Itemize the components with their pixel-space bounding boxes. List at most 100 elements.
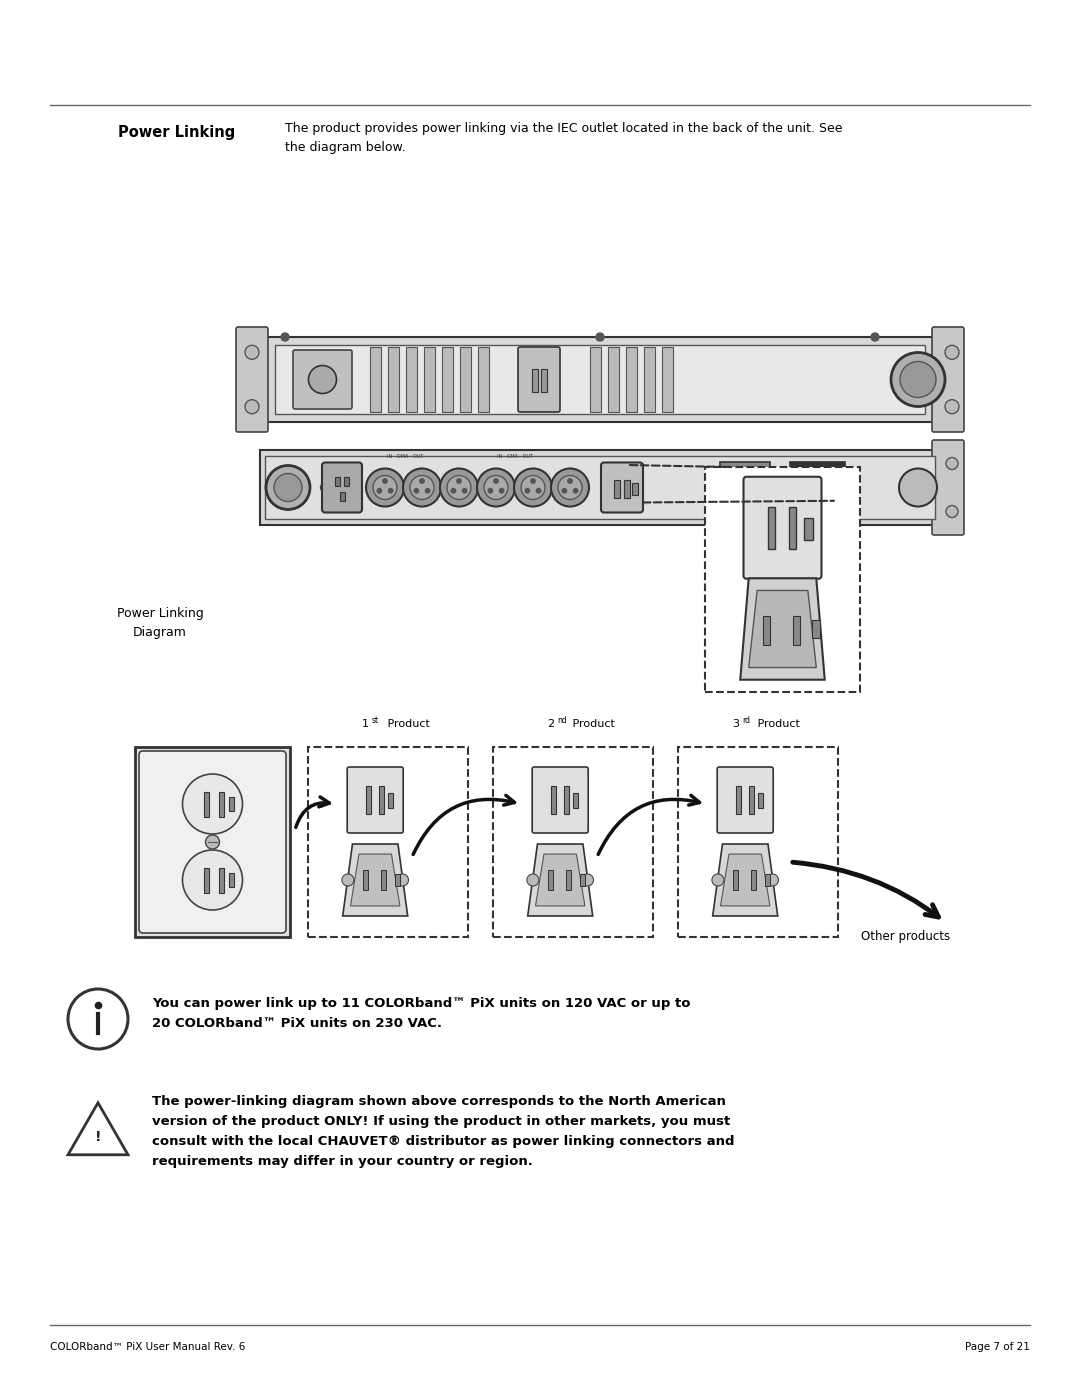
Circle shape — [499, 489, 504, 493]
Bar — [580, 875, 585, 886]
Circle shape — [945, 400, 959, 414]
FancyBboxPatch shape — [308, 747, 468, 937]
Circle shape — [945, 345, 959, 359]
Bar — [335, 478, 340, 486]
Polygon shape — [748, 591, 816, 668]
Text: The product provides power linking via the IEC outlet located in the back of the: The product provides power linking via t… — [285, 122, 842, 154]
Bar — [590, 346, 600, 412]
Bar — [218, 792, 224, 817]
Circle shape — [426, 489, 430, 493]
Text: You can power link up to 11 COLORband™ PiX units on 120 VAC or up to
20 COLORban: You can power link up to 11 COLORband™ P… — [152, 997, 690, 1030]
Circle shape — [527, 875, 539, 886]
Circle shape — [558, 475, 582, 500]
Text: 3: 3 — [732, 719, 739, 729]
Circle shape — [494, 479, 498, 483]
Circle shape — [537, 489, 541, 493]
Text: Other products: Other products — [861, 930, 950, 943]
Bar — [762, 616, 770, 644]
Bar — [752, 870, 756, 890]
Bar — [345, 478, 349, 486]
Circle shape — [266, 465, 310, 510]
Bar — [747, 485, 754, 504]
Bar — [532, 369, 538, 391]
Bar — [766, 875, 770, 886]
Bar — [812, 620, 820, 638]
Bar — [768, 507, 775, 549]
Bar — [831, 472, 838, 507]
Bar — [388, 793, 393, 807]
Circle shape — [389, 489, 393, 493]
Circle shape — [440, 468, 478, 507]
Circle shape — [596, 332, 604, 341]
Bar — [549, 870, 553, 890]
Circle shape — [568, 479, 572, 483]
Polygon shape — [342, 844, 408, 916]
Text: !: ! — [95, 1130, 102, 1144]
Bar — [624, 479, 630, 497]
Circle shape — [891, 352, 945, 407]
Circle shape — [900, 362, 936, 398]
Circle shape — [382, 479, 388, 483]
Bar — [370, 346, 381, 412]
Circle shape — [551, 468, 589, 507]
FancyBboxPatch shape — [237, 327, 268, 432]
Polygon shape — [528, 844, 593, 916]
Circle shape — [410, 475, 434, 500]
Bar — [551, 787, 556, 814]
Bar — [229, 798, 234, 812]
FancyBboxPatch shape — [720, 462, 770, 513]
Bar — [275, 345, 924, 414]
Bar — [662, 346, 673, 412]
Circle shape — [484, 475, 508, 500]
FancyBboxPatch shape — [717, 767, 773, 833]
Circle shape — [342, 875, 354, 886]
Circle shape — [488, 489, 492, 493]
Circle shape — [563, 489, 567, 493]
Bar — [789, 462, 845, 513]
Circle shape — [414, 489, 419, 493]
Text: COLORband™ PiX User Manual Rev. 6: COLORband™ PiX User Manual Rev. 6 — [50, 1343, 245, 1352]
Circle shape — [281, 332, 289, 341]
FancyBboxPatch shape — [139, 752, 286, 933]
Text: The power-linking diagram shown above corresponds to the North American
version : The power-linking diagram shown above co… — [152, 1095, 734, 1168]
Circle shape — [245, 400, 259, 414]
Circle shape — [477, 468, 515, 507]
Polygon shape — [720, 854, 770, 905]
Bar — [339, 493, 345, 502]
Bar — [395, 875, 401, 886]
FancyBboxPatch shape — [932, 440, 964, 535]
Circle shape — [68, 989, 129, 1049]
Bar — [541, 369, 546, 391]
FancyBboxPatch shape — [932, 327, 964, 432]
Bar — [381, 870, 387, 890]
Bar — [758, 485, 765, 504]
Circle shape — [309, 366, 337, 394]
Text: Product: Product — [754, 719, 800, 729]
FancyBboxPatch shape — [518, 346, 561, 412]
Text: nd: nd — [557, 717, 567, 725]
Circle shape — [396, 875, 408, 886]
Bar — [566, 870, 571, 890]
Circle shape — [457, 479, 461, 483]
Bar — [733, 870, 739, 890]
Bar — [564, 787, 569, 814]
Circle shape — [514, 468, 552, 507]
Polygon shape — [536, 854, 585, 905]
Text: Power Linking: Power Linking — [118, 124, 235, 140]
Bar — [379, 787, 384, 814]
Bar — [615, 479, 620, 497]
Bar — [608, 346, 619, 412]
Text: 1: 1 — [362, 719, 369, 729]
Bar — [725, 485, 732, 504]
Bar — [788, 507, 796, 549]
Text: IN - CMX - OUT: IN - CMX - OUT — [497, 454, 534, 460]
FancyBboxPatch shape — [600, 462, 643, 513]
Text: rd: rd — [742, 717, 750, 725]
FancyBboxPatch shape — [492, 747, 653, 937]
Bar — [366, 787, 372, 814]
Bar — [265, 455, 935, 520]
Circle shape — [321, 483, 329, 492]
Circle shape — [525, 489, 529, 493]
Text: Power Linking
Diagram: Power Linking Diagram — [117, 608, 203, 638]
FancyBboxPatch shape — [260, 450, 940, 525]
